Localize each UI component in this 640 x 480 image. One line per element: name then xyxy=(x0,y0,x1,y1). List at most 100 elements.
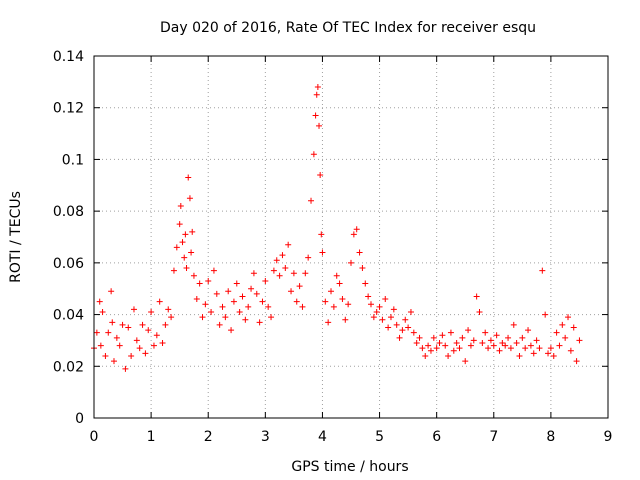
data-point xyxy=(250,270,257,277)
data-point xyxy=(507,345,514,352)
data-point xyxy=(205,277,212,284)
data-point xyxy=(314,84,321,91)
x-axis-tick-labels: 0 1 2 3 4 5 6 7 8 9 xyxy=(90,429,613,445)
data-point xyxy=(467,342,474,349)
data-point xyxy=(322,298,329,305)
data-point xyxy=(265,303,272,310)
data-point xyxy=(308,197,315,204)
data-point xyxy=(273,257,280,264)
data-point xyxy=(542,311,549,318)
data-point xyxy=(487,337,494,344)
data-point xyxy=(570,324,577,331)
data-point xyxy=(473,293,480,300)
data-point xyxy=(328,288,335,295)
data-point xyxy=(373,308,380,315)
y-tick-label: 0.1 xyxy=(62,152,84,168)
data-point xyxy=(259,298,266,305)
y-axis-label: ROTI / TECUs xyxy=(8,191,24,283)
data-point xyxy=(93,329,100,336)
data-point xyxy=(97,342,104,349)
data-point xyxy=(253,290,260,297)
data-point xyxy=(339,296,346,303)
data-point xyxy=(116,342,123,349)
data-point xyxy=(150,342,157,349)
data-point xyxy=(173,244,180,251)
data-point xyxy=(533,337,540,344)
data-point xyxy=(573,358,580,365)
data-point xyxy=(153,332,160,339)
data-point xyxy=(550,352,557,359)
data-point xyxy=(376,303,383,310)
x-tick-label: 8 xyxy=(546,429,555,445)
data-point xyxy=(288,288,295,295)
grid xyxy=(94,56,608,418)
data-point xyxy=(230,298,237,305)
data-point xyxy=(516,352,523,359)
data-point xyxy=(125,324,132,331)
data-point xyxy=(462,358,469,365)
data-point xyxy=(536,345,543,352)
data-point xyxy=(170,267,177,274)
x-tick-label: 6 xyxy=(432,429,441,445)
data-point xyxy=(390,306,397,313)
data-point xyxy=(188,249,195,256)
data-point xyxy=(210,267,217,274)
data-point xyxy=(490,342,497,349)
y-axis-tick-labels: 0 0.02 0.04 0.06 0.08 0.1 0.12 0.14 xyxy=(53,49,84,427)
x-tick-label: 2 xyxy=(204,429,213,445)
data-point xyxy=(317,171,324,178)
data-point xyxy=(290,270,297,277)
data-point xyxy=(539,267,546,274)
data-point xyxy=(282,265,289,272)
data-point xyxy=(442,342,449,349)
data-point xyxy=(219,303,226,310)
data-point xyxy=(119,321,126,328)
data-point xyxy=(299,303,306,310)
data-point xyxy=(139,321,146,328)
x-axis-label: GPS time / hours xyxy=(291,459,408,475)
data-point xyxy=(110,358,117,365)
data-point xyxy=(276,272,283,279)
data-point xyxy=(270,267,277,274)
data-point xyxy=(545,350,552,357)
data-point xyxy=(510,321,517,328)
data-point xyxy=(189,228,196,235)
data-point xyxy=(430,334,437,341)
data-point xyxy=(519,334,526,341)
data-point xyxy=(387,314,394,321)
data-point xyxy=(513,340,520,347)
data-point xyxy=(216,321,223,328)
data-point xyxy=(236,308,243,315)
data-point xyxy=(527,342,534,349)
data-point xyxy=(530,350,537,357)
y-tick-label: 0 xyxy=(75,411,84,427)
x-tick-label: 9 xyxy=(604,429,613,445)
x-tick-label: 7 xyxy=(489,429,498,445)
data-point xyxy=(553,329,560,336)
data-point xyxy=(313,91,320,98)
data-point xyxy=(199,314,206,321)
data-point xyxy=(496,347,503,354)
data-point xyxy=(99,308,106,315)
data-point xyxy=(183,265,190,272)
data-point xyxy=(109,319,116,326)
data-point xyxy=(242,316,249,323)
data-point xyxy=(225,288,232,295)
x-tick-label: 1 xyxy=(147,429,156,445)
data-point xyxy=(159,340,166,347)
data-point xyxy=(499,340,506,347)
data-point xyxy=(353,226,360,233)
data-point xyxy=(325,319,332,326)
data-point xyxy=(410,329,417,336)
data-point xyxy=(181,254,188,261)
data-point xyxy=(502,342,509,349)
data-point xyxy=(453,340,460,347)
y-tick-label: 0.08 xyxy=(53,204,84,220)
data-point xyxy=(447,329,454,336)
data-point xyxy=(239,293,246,300)
data-point xyxy=(370,314,377,321)
data-point xyxy=(202,301,209,308)
data-point xyxy=(233,280,240,287)
data-point xyxy=(427,347,434,354)
data-point xyxy=(547,345,554,352)
